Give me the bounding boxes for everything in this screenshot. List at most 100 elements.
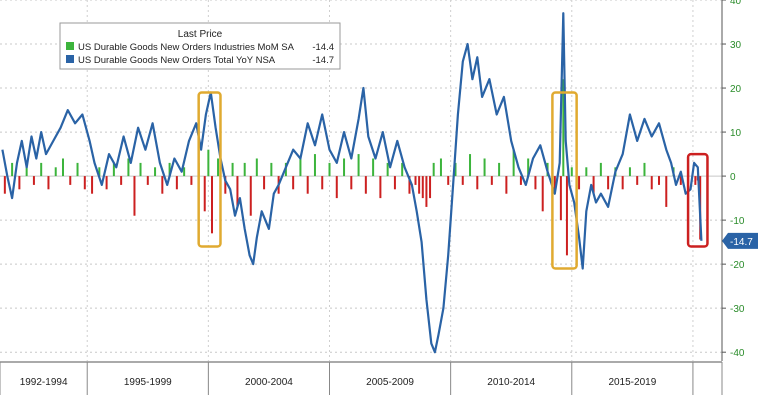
legend-value-bars: -14.4 (312, 42, 334, 53)
bar-mark (139, 162, 142, 177)
bar-mark (401, 162, 404, 177)
bar-mark (421, 176, 424, 199)
axis-layer: -40 -30 -20 -10 0 10 20 30 40 1992-1994 1995-1999 2… (0, 0, 760, 402)
line-series-path (1, 12, 703, 354)
bar-mark (541, 176, 544, 212)
y-tick-label: 30 (730, 40, 742, 51)
bar-mark (512, 149, 515, 177)
x-tick-label: 2015-2019 (608, 377, 656, 388)
bar-mark (154, 167, 157, 177)
bar-mark (11, 162, 14, 177)
highlight-box (197, 91, 222, 248)
bar-mark (570, 167, 573, 177)
bar-mark (414, 176, 417, 185)
y-tick-label: 40 (730, 0, 742, 7)
bar-mark (447, 176, 450, 185)
bar-mark (483, 158, 486, 177)
bar-mark (299, 158, 302, 177)
bar-mark (127, 158, 130, 177)
bar-mark (505, 176, 508, 194)
bar-mark (210, 176, 213, 234)
bar-mark (650, 176, 653, 190)
bar-mark (628, 167, 631, 177)
bar-mark (47, 176, 50, 190)
bar-mark (658, 176, 661, 185)
legend-swatch-line (66, 55, 74, 63)
bar-mark (357, 154, 360, 177)
bar-mark (425, 176, 428, 207)
bar-mark (249, 176, 252, 216)
bar-mark (607, 176, 610, 190)
legend-box (59, 22, 341, 70)
bar-mark (559, 176, 562, 221)
bar-mark (161, 176, 164, 194)
bar-mark (599, 162, 602, 177)
legend-label-bars: US Durable Goods New Orders Industries M… (78, 42, 295, 53)
bar-mark (350, 176, 353, 190)
bar-mark (54, 167, 57, 177)
bar-mark (328, 162, 331, 177)
bar-mark (243, 162, 246, 177)
bar-mark (562, 79, 565, 177)
y-tick-label: 0 (730, 172, 736, 183)
bar-mark (534, 176, 537, 190)
y-tick-label: -30 (730, 304, 745, 315)
bar-mark (91, 176, 94, 194)
bar-mark (207, 149, 210, 177)
x-tick-label: 1995-1999 (124, 377, 172, 388)
last-value-label: -14.7 (722, 232, 758, 249)
bar-mark (112, 162, 115, 177)
highlight-box (551, 91, 578, 270)
bar-mark (418, 176, 421, 194)
bar-mark (25, 167, 28, 177)
legend-title: Last Price (178, 29, 223, 40)
bar-mark (636, 176, 639, 185)
bar-mark (40, 162, 43, 177)
bar-mark (439, 158, 442, 177)
bar-mark (379, 176, 382, 199)
legend: Last Price US Durable Goods New Orders I… (59, 22, 341, 70)
bar-mark (578, 176, 581, 190)
bar-mark (231, 162, 234, 177)
bar-mark (236, 176, 239, 207)
last-value-text: -14.7 (730, 237, 753, 248)
y-tick-label: -40 (730, 348, 745, 359)
bar-mark (175, 176, 178, 190)
bar-mark (335, 176, 338, 199)
y-tick-label: 10 (730, 128, 742, 139)
bar-mark (432, 162, 435, 177)
bar-mark (18, 176, 21, 190)
bar-mark (61, 158, 64, 177)
bar-mark (364, 176, 367, 194)
bar-mark (203, 176, 206, 212)
bar-mark (343, 158, 346, 177)
bar-mark (386, 162, 389, 177)
legend-swatch-bars (66, 42, 74, 50)
bar-mark (621, 176, 624, 190)
last-value-tag (722, 232, 758, 249)
y-tick-label: -10 (730, 216, 745, 227)
y-tick-label: 20 (730, 84, 742, 95)
highlight-layer (197, 91, 709, 270)
bar-mark (519, 176, 522, 185)
bar-mark (190, 176, 193, 185)
bar-mark (585, 167, 588, 177)
bar-mark (76, 162, 79, 177)
bar-mark (83, 176, 86, 190)
bar-mark (313, 154, 316, 177)
bar-mark (224, 176, 227, 194)
x-axis-band (0, 362, 760, 402)
bar-mark (321, 176, 324, 190)
bar-mark (372, 158, 375, 177)
bar-mark (98, 167, 101, 177)
bar-mark (105, 176, 108, 190)
bar-mark (168, 162, 171, 177)
bar-mark (120, 176, 123, 185)
legend-label-line: US Durable Goods New Orders Total YoY NS… (78, 55, 276, 66)
bar-mark (133, 176, 136, 216)
bar-mark (146, 176, 149, 185)
x-tick-label: 1992-1994 (20, 377, 68, 388)
y-tick-label: -20 (730, 260, 745, 271)
